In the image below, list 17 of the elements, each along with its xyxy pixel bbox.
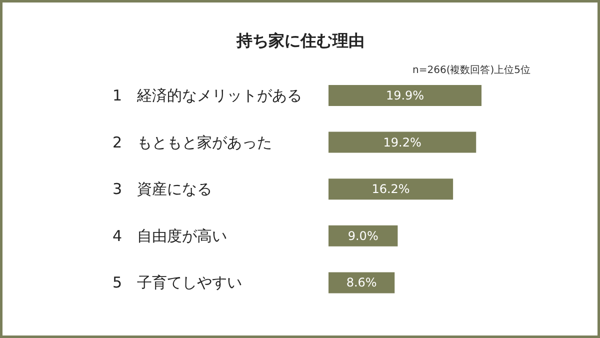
data-label: 16.2% bbox=[372, 182, 410, 196]
data-label: 19.9% bbox=[386, 88, 424, 102]
bar bbox=[328, 132, 476, 153]
data-label: 8.6% bbox=[346, 276, 377, 290]
bar bbox=[328, 85, 482, 106]
y-tick-label: 2 もともと家があった bbox=[112, 133, 272, 152]
y-tick-label: 3 資産になる bbox=[112, 180, 212, 198]
bar bbox=[328, 272, 395, 294]
y-tick-label: 1 経済的なメリットがある bbox=[112, 86, 302, 104]
chart-title: 持ち家に住む理由 bbox=[236, 31, 364, 50]
y-tick-label: 4 自由度が高い bbox=[112, 226, 228, 245]
data-label: 19.2% bbox=[383, 135, 422, 150]
data-label: 9.0% bbox=[348, 228, 378, 243]
bar bbox=[328, 225, 398, 246]
chart-subtitle: n=266(複数回答)上位5位 bbox=[412, 64, 530, 76]
y-tick-label: 5 子育てしやすい bbox=[112, 274, 242, 292]
bar bbox=[328, 178, 454, 200]
